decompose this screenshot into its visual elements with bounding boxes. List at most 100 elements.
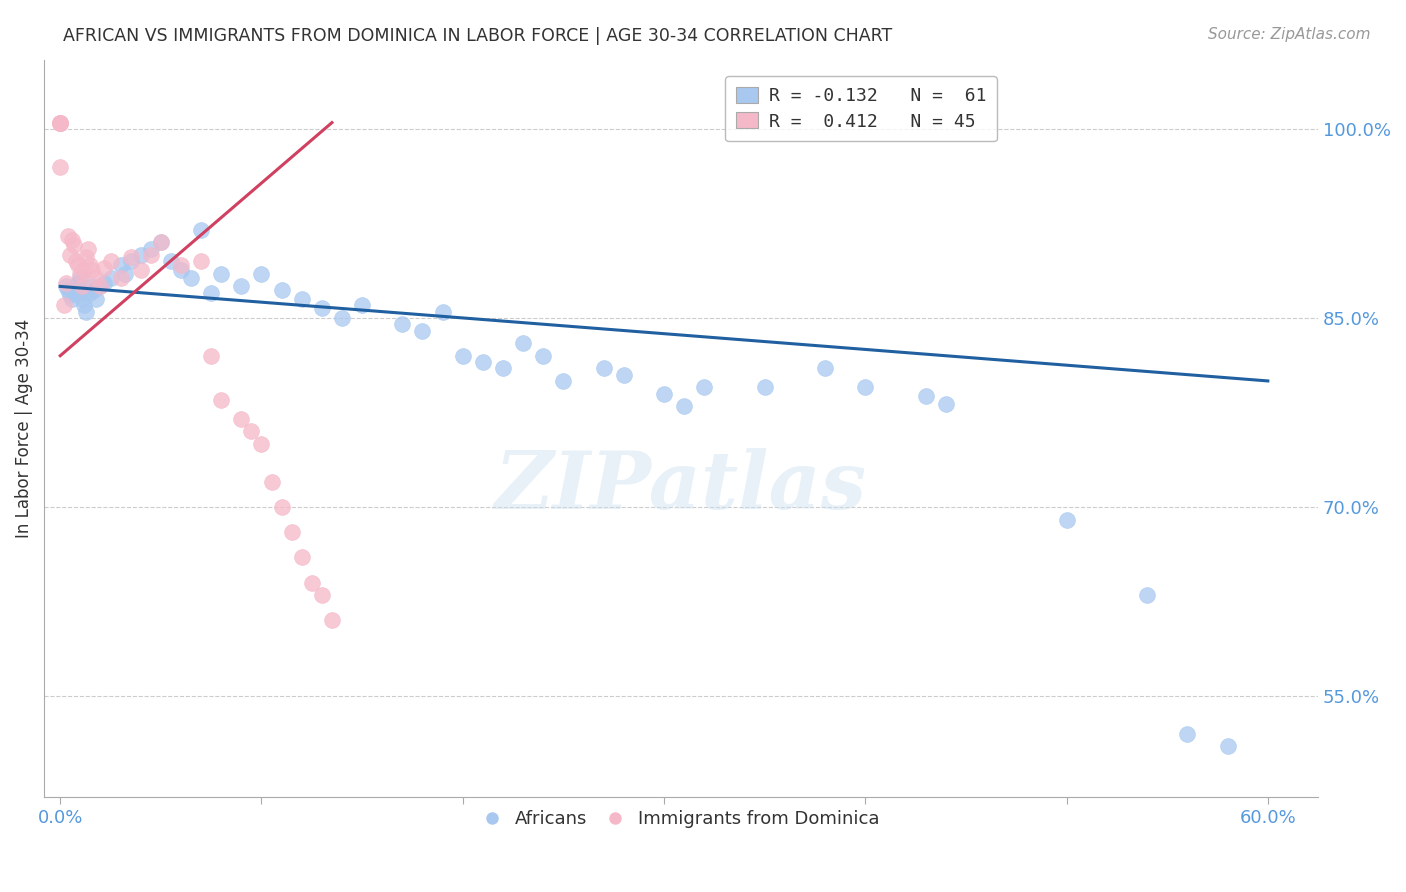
Point <box>330 310 353 325</box>
Point <box>250 437 273 451</box>
Point <box>814 361 837 376</box>
Point <box>935 396 957 410</box>
Point <box>49 115 72 129</box>
Y-axis label: In Labor Force | Age 30-34: In Labor Force | Age 30-34 <box>15 318 32 538</box>
Point <box>67 276 90 290</box>
Point <box>49 115 72 129</box>
Point <box>231 411 253 425</box>
Point <box>311 301 333 315</box>
Text: Source: ZipAtlas.com: Source: ZipAtlas.com <box>1208 27 1371 42</box>
Point <box>149 235 172 250</box>
Point <box>72 279 94 293</box>
Point <box>280 525 302 540</box>
Point <box>190 223 212 237</box>
Point <box>321 613 343 627</box>
Point <box>65 254 87 268</box>
Point <box>63 237 86 252</box>
Point <box>170 263 193 277</box>
Point <box>260 475 283 489</box>
Point <box>853 380 876 394</box>
Point <box>291 550 314 565</box>
Point <box>75 251 97 265</box>
Point <box>49 160 72 174</box>
Point <box>120 254 142 268</box>
Point <box>60 292 83 306</box>
Point <box>250 267 273 281</box>
Point <box>270 283 292 297</box>
Point <box>63 285 86 300</box>
Point <box>311 588 333 602</box>
Point <box>411 324 433 338</box>
Point <box>100 254 122 268</box>
Point <box>129 263 152 277</box>
Point <box>110 258 132 272</box>
Point <box>1136 588 1159 602</box>
Point <box>75 304 97 318</box>
Point <box>86 270 108 285</box>
Point <box>613 368 636 382</box>
Point <box>49 115 72 129</box>
Point <box>391 317 413 331</box>
Point <box>73 263 96 277</box>
Point <box>432 304 454 318</box>
Point <box>200 349 222 363</box>
Point <box>65 279 87 293</box>
Point <box>553 374 575 388</box>
Point <box>114 267 136 281</box>
Point <box>86 292 108 306</box>
Point <box>120 251 142 265</box>
Point <box>60 233 83 247</box>
Point <box>592 361 614 376</box>
Point <box>58 283 80 297</box>
Point <box>170 258 193 272</box>
Point <box>55 276 77 290</box>
Point <box>492 361 515 376</box>
Point <box>149 235 172 250</box>
Point <box>139 248 162 262</box>
Point <box>914 389 936 403</box>
Point <box>209 267 232 281</box>
Point <box>231 279 253 293</box>
Point <box>1216 739 1239 754</box>
Point <box>89 279 111 293</box>
Point <box>59 248 82 262</box>
Point <box>93 260 115 275</box>
Point <box>754 380 776 394</box>
Point <box>240 425 263 439</box>
Point <box>49 115 72 129</box>
Point <box>110 270 132 285</box>
Point <box>512 336 534 351</box>
Text: ZIPatlas: ZIPatlas <box>495 449 868 526</box>
Point <box>69 270 91 285</box>
Point <box>49 115 72 129</box>
Point <box>69 285 91 300</box>
Point <box>58 229 80 244</box>
Point <box>129 248 152 262</box>
Point <box>531 349 554 363</box>
Point <box>82 263 104 277</box>
Point <box>82 279 104 293</box>
Point <box>73 298 96 312</box>
Point <box>301 575 323 590</box>
Legend: Africans, Immigrants from Dominica: Africans, Immigrants from Dominica <box>475 803 887 836</box>
Point <box>53 298 76 312</box>
Point <box>209 392 232 407</box>
Point <box>291 292 314 306</box>
Point <box>652 386 675 401</box>
Point <box>69 267 91 281</box>
Point <box>79 258 101 272</box>
Point <box>693 380 716 394</box>
Point <box>451 349 474 363</box>
Point <box>160 254 183 268</box>
Point <box>67 258 90 272</box>
Point <box>673 399 696 413</box>
Point <box>100 270 122 285</box>
Point <box>1056 512 1078 526</box>
Point <box>93 276 115 290</box>
Point <box>55 279 77 293</box>
Point <box>190 254 212 268</box>
Point <box>49 115 72 129</box>
Point <box>471 355 494 369</box>
Point <box>352 298 374 312</box>
Point <box>270 500 292 514</box>
